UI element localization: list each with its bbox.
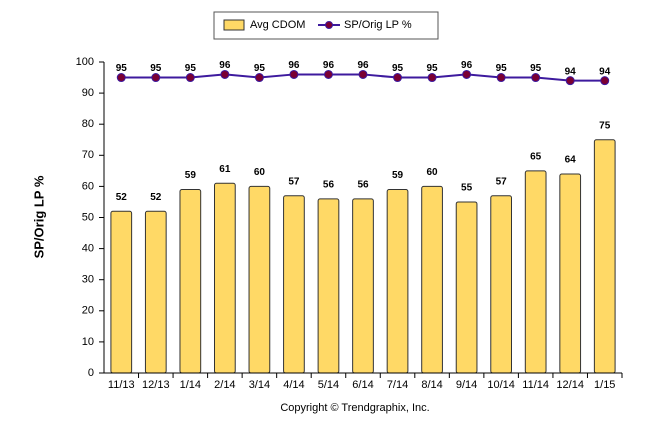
bar [490, 195, 512, 374]
y-tick-label: 10 [82, 336, 94, 348]
legend-label: Avg CDOM [250, 19, 305, 31]
value-label: 95 [496, 63, 508, 74]
value-label: 96 [461, 60, 473, 71]
value-label: 94 [599, 66, 611, 77]
line-marker [600, 76, 610, 86]
value-label: 95 [392, 63, 404, 74]
value-label: 96 [357, 60, 369, 71]
x-tick-label: 5/14 [318, 379, 339, 391]
value-label: 95 [254, 63, 266, 74]
value-label: 95 [185, 63, 197, 74]
value-label: 59 [185, 170, 197, 181]
line-marker [427, 73, 437, 83]
value-label: 95 [530, 63, 542, 74]
x-tick-label: 4/14 [283, 379, 304, 391]
bar [317, 198, 340, 374]
bar [214, 182, 236, 374]
x-tick-label: 11/14 [522, 379, 549, 391]
bar [593, 139, 616, 374]
x-tick-label: 9/14 [456, 379, 477, 391]
y-tick-label: 70 [82, 149, 94, 161]
x-tick-label: 10/14 [487, 379, 515, 391]
caption: Copyright © Trendgraphix, Inc. [280, 402, 429, 414]
y-tick-label: 40 [82, 243, 94, 255]
value-label: 75 [599, 120, 611, 131]
line-marker [289, 69, 299, 79]
x-tick-label: 1/14 [180, 379, 201, 391]
value-label: 95 [116, 63, 128, 74]
value-label: 96 [288, 60, 300, 71]
x-tick-label: 2/14 [214, 379, 235, 391]
value-label: 95 [150, 63, 162, 74]
value-label: 52 [116, 192, 128, 203]
bar [110, 210, 133, 374]
value-label: 96 [219, 60, 231, 71]
value-label: 61 [219, 164, 231, 175]
y-tick-label: 60 [82, 180, 94, 192]
value-label: 95 [427, 63, 439, 74]
x-tick-label: 1/15 [594, 379, 615, 391]
line-marker [496, 73, 506, 83]
value-label: 94 [565, 66, 577, 77]
line-marker [151, 73, 161, 83]
line-marker [462, 69, 472, 79]
y-axis-label: SP/Orig LP % [31, 175, 46, 258]
x-tick-label: 8/14 [421, 379, 442, 391]
line-marker [531, 73, 541, 83]
value-label: 52 [150, 192, 162, 203]
line-marker [220, 69, 230, 79]
line-marker [358, 69, 368, 79]
y-tick-label: 90 [82, 87, 94, 99]
value-label: 96 [323, 60, 335, 71]
legend-swatch [223, 19, 245, 31]
value-label: 59 [392, 170, 404, 181]
bar [455, 201, 478, 374]
bar [559, 173, 582, 374]
x-tick-label: 7/14 [387, 379, 408, 391]
x-tick-label: 11/13 [108, 379, 135, 391]
line-marker [116, 73, 126, 83]
value-label: 56 [357, 179, 369, 190]
bar [179, 189, 202, 374]
x-tick-label: 6/14 [352, 379, 373, 391]
bar [386, 189, 409, 374]
x-tick-label: 12/13 [142, 379, 170, 391]
value-label: 60 [254, 167, 266, 178]
y-tick-label: 0 [88, 367, 94, 379]
y-tick-label: 100 [76, 56, 94, 68]
value-label: 55 [461, 183, 473, 194]
line-marker [254, 73, 264, 83]
line-marker [393, 73, 403, 83]
value-label: 57 [288, 176, 300, 187]
y-tick-label: 30 [82, 274, 94, 286]
value-label: 64 [565, 155, 577, 166]
value-label: 65 [530, 151, 542, 162]
value-label: 60 [427, 167, 439, 178]
x-tick-label: 12/14 [556, 379, 584, 391]
bar [283, 195, 305, 374]
bar [248, 185, 271, 374]
x-tick-label: 3/14 [249, 379, 270, 391]
legend-marker [325, 21, 333, 29]
y-tick-label: 80 [82, 118, 94, 130]
y-tick-label: 50 [82, 211, 94, 223]
line-marker [323, 69, 333, 79]
legend-label: SP/Orig LP % [344, 19, 412, 31]
bar [421, 185, 443, 374]
bar [352, 198, 374, 374]
line-marker [565, 76, 575, 86]
bar [524, 170, 547, 374]
line-marker [185, 73, 195, 83]
value-label: 56 [323, 179, 335, 190]
y-tick-label: 20 [82, 305, 94, 317]
value-label: 57 [496, 176, 508, 187]
bar [144, 210, 167, 374]
